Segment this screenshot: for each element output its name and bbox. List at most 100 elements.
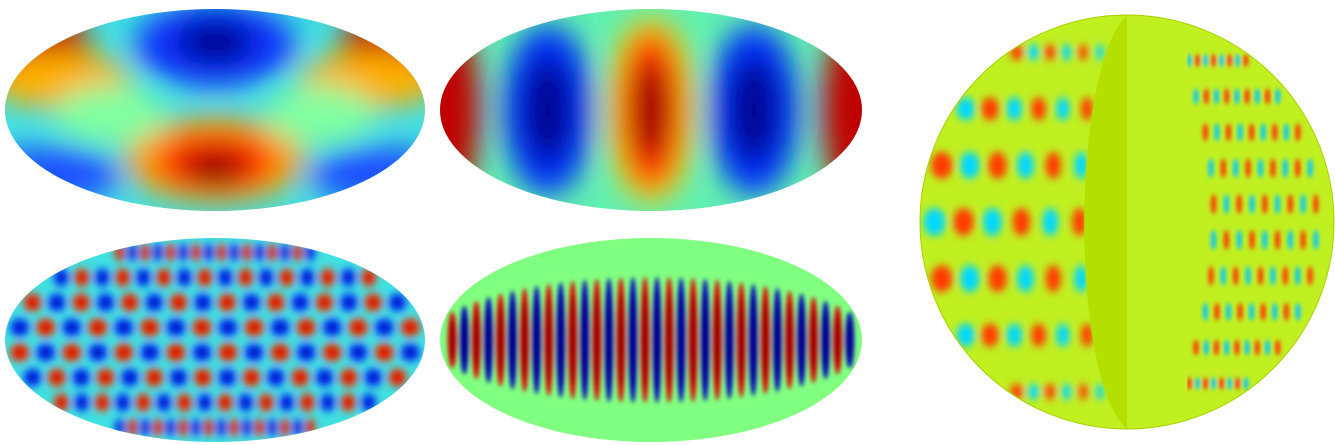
harmonic-lobe-core: [57, 273, 65, 282]
harmonic-lobe-core: [41, 348, 51, 357]
harmonic-lobe-core: [52, 373, 61, 382]
harmonic-lobe-core: [282, 248, 287, 257]
sphere-lobe: [1095, 44, 1104, 61]
harmonic-lobe-core: [98, 398, 106, 407]
harmonic-lobe-core: [270, 248, 275, 257]
harmonic-stripe-core: [727, 295, 732, 385]
sphere-rim-stripe: [1213, 339, 1220, 356]
sphere-lobe: [1012, 208, 1031, 236]
harmonic-lobe-core: [295, 248, 300, 257]
harmonic-lobe-core: [197, 323, 207, 332]
harmonic-stripe-core: [546, 297, 551, 383]
harmonic-lobe-core: [369, 298, 378, 307]
harmonic-stripe-core: [847, 318, 852, 362]
sphere-lobe: [1031, 97, 1046, 121]
harmonic-lobe-core: [295, 423, 300, 432]
harmonic-lobe-core: [119, 348, 129, 357]
harmonic-lobe-core: [221, 398, 229, 407]
sphere-lobe: [931, 151, 953, 179]
harmonic-lobe-core: [101, 373, 110, 382]
harmonic-lobe-core: [379, 323, 389, 332]
sphere-lobe: [1045, 265, 1061, 293]
harmonic-lobe-core: [41, 323, 51, 332]
sphere-rim-stripe: [1295, 123, 1301, 142]
harmonic-stripe-core: [534, 299, 539, 381]
harmonic-lobe-core: [125, 373, 134, 382]
sphere-lobe: [1027, 44, 1040, 61]
sphere-rim-stripe: [1225, 123, 1232, 142]
sphere-rim-stripe: [1219, 377, 1225, 390]
sphere-rim-stripe: [1186, 377, 1192, 390]
harmonic-lobe-core: [393, 298, 402, 307]
sphere-rim-stripe: [1257, 158, 1264, 178]
harmonic-lobe-core: [271, 373, 280, 382]
sphere-rim-stripe: [1202, 54, 1209, 67]
sphere-lobe: [1074, 151, 1089, 179]
sphere-rim-stripe: [1219, 54, 1225, 67]
sphere-rim-stripe: [1254, 339, 1260, 356]
sphere-rim-stripe: [1245, 266, 1251, 286]
sphere-lobe: [1072, 208, 1087, 236]
harmonic-lobe-core: [221, 273, 229, 282]
sphere-rim-stripe: [1257, 266, 1264, 286]
sphere-lobe: [1044, 383, 1056, 400]
harmonic-lobe-core: [67, 323, 77, 332]
harmonic-lobe-core: [262, 398, 270, 407]
sphere-rim-stripe: [1264, 88, 1271, 105]
sphere-rim-stripe: [1214, 302, 1220, 321]
harmonic-lobe-core: [197, 348, 207, 357]
sphere-rim-stripe: [1213, 88, 1220, 105]
harmonic-stripe-core: [739, 296, 744, 384]
sphere-lobe: [953, 208, 974, 236]
sphere-rim-stripe: [1244, 339, 1250, 356]
harmonic-lobe-core: [198, 373, 207, 382]
sphere-rim-stripe: [1270, 158, 1276, 178]
sphere-rim-stripe: [1249, 123, 1255, 142]
harmonic-lobe-core: [275, 348, 285, 357]
harmonic-lobe-core: [320, 373, 329, 382]
harmonic-lobe-core: [244, 248, 249, 257]
harmonic-lobe-core: [283, 273, 291, 282]
harmonic-lobe-core: [206, 423, 211, 432]
sphere-rim-stripe: [1211, 194, 1217, 215]
mollweide-map-3: [5, 238, 425, 442]
harmonic-stripe-core: [498, 305, 503, 375]
sphere-rim-stripe: [1307, 158, 1313, 178]
harmonic-lobe-core: [283, 398, 291, 407]
harmonic-lobe-core: [119, 323, 129, 332]
harmonic-stripe-core: [703, 294, 708, 386]
harmonic-stripe-core: [486, 307, 491, 373]
harmonic-lobe-core: [171, 348, 181, 357]
sphere-lobe: [1031, 323, 1046, 347]
harmonic-stripe-core: [510, 302, 515, 378]
sphere-rim-stripe: [1193, 339, 1199, 356]
sphere-rim-stripe: [1275, 88, 1281, 105]
sphere-cutaway: [919, 14, 1335, 430]
mollweide-map-4: [440, 238, 862, 442]
harmonic-lobe-core: [150, 298, 159, 307]
sphere-rim-stripe: [1260, 302, 1266, 321]
sphere-rim-stripe: [1194, 377, 1201, 390]
harmonic-lobe-core: [353, 323, 363, 332]
harmonic-lobe-core: [119, 398, 127, 407]
harmonic-lobe-core: [181, 423, 186, 432]
harmonic-lobe-core: [249, 348, 259, 357]
harmonic-lobe-core: [119, 273, 127, 282]
harmonic-stripe-core: [522, 301, 527, 379]
sphere-rim-stripe: [1307, 266, 1313, 286]
sphere-rim-stripe: [1223, 229, 1229, 250]
harmonic-lobe-core: [257, 423, 262, 432]
harmonic-lobe-core: [171, 323, 181, 332]
harmonic-lobe-core: [150, 373, 159, 382]
sphere-rim-stripe: [1224, 88, 1230, 105]
harmonic-lobe-core: [77, 373, 86, 382]
harmonic-lobe-core: [308, 248, 313, 257]
harmonic-stripe-core: [474, 310, 479, 370]
sphere-lobe: [1081, 97, 1094, 121]
harmonic-lobe-core: [219, 423, 224, 432]
harmonic-lobe-core: [270, 423, 275, 432]
harmonic-stripe-core: [606, 293, 612, 387]
sphere-rim-stripe: [1233, 158, 1239, 178]
sphere-rim-stripe: [1264, 339, 1271, 356]
